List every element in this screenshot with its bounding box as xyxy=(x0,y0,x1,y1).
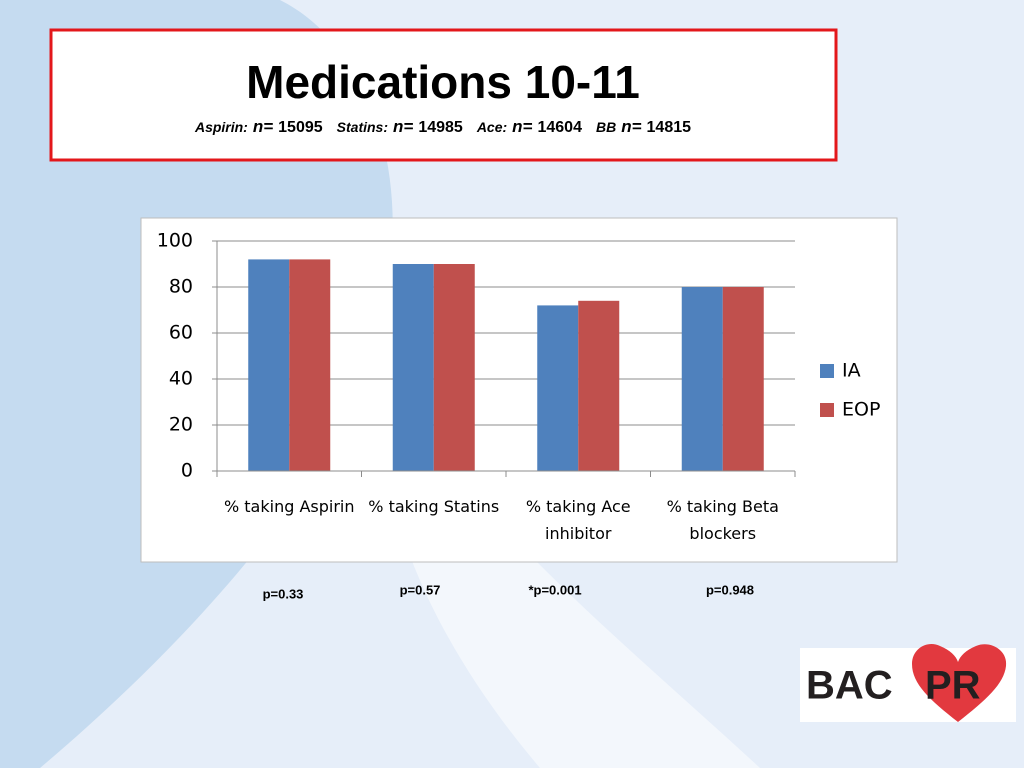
bar xyxy=(537,305,579,471)
x-tick-label: % taking Statins xyxy=(368,497,500,516)
logo-heart xyxy=(912,644,1007,722)
legend-swatch xyxy=(820,364,834,378)
x-tick-label-box: % taking Statins xyxy=(368,497,500,516)
n-value: 14815 xyxy=(647,119,692,136)
legend-swatch xyxy=(820,403,834,417)
n-value: 15095 xyxy=(278,119,323,136)
n-value: 14985 xyxy=(418,119,463,136)
slide-title: Medications 10-11 xyxy=(246,56,640,108)
y-tick-label: 40 xyxy=(169,368,193,390)
bar xyxy=(722,287,764,471)
x-tick-label: % taking Aspirin xyxy=(223,497,355,516)
n-prefix: n= xyxy=(512,117,532,136)
logo-text: BAC xyxy=(806,664,893,708)
x-tick-label-box: % taking Ace inhibitor xyxy=(525,497,631,543)
y-tick-label: 100 xyxy=(157,230,193,252)
n-value: 14604 xyxy=(537,119,582,136)
legend-label: EOP xyxy=(842,399,880,421)
p-value: p=0.33 xyxy=(263,586,304,601)
x-tick-label-box: % taking Beta blockers xyxy=(666,497,779,543)
y-tick-label: 20 xyxy=(169,414,193,436)
group-label: Ace: xyxy=(476,119,507,135)
n-prefix: n= xyxy=(621,117,641,136)
bar xyxy=(433,264,475,471)
group-label: BB xyxy=(596,119,616,135)
bar xyxy=(681,287,723,471)
n-prefix: n= xyxy=(393,117,413,136)
bar xyxy=(578,300,620,471)
p-value: p=0.57 xyxy=(400,582,441,597)
legend-label: IA xyxy=(842,360,861,382)
group-label: Statins: xyxy=(337,119,388,135)
p-value: *p=0.001 xyxy=(528,582,581,597)
bar xyxy=(289,259,331,471)
background-curve-light xyxy=(376,330,760,768)
x-tick-label: % taking Ace inhibitor xyxy=(525,497,631,543)
group-label: Aspirin: xyxy=(194,119,248,135)
y-tick-label: 60 xyxy=(169,322,193,344)
y-tick-label: 80 xyxy=(169,276,193,298)
title-box xyxy=(49,28,838,162)
p-value: p=0.948 xyxy=(706,582,754,597)
x-tick-label-box: % taking Aspirin xyxy=(223,497,355,516)
x-tick-label: % taking Beta blockers xyxy=(666,497,779,543)
logo-text: PR xyxy=(925,664,981,708)
sample-sizes: Aspirin: n= 15095 Statins: n= 14985 Ace: n= 1460… xyxy=(194,117,691,136)
bar xyxy=(248,259,290,471)
y-tick-label: 0 xyxy=(181,460,193,482)
n-prefix: n= xyxy=(253,117,273,136)
bar xyxy=(392,264,434,471)
